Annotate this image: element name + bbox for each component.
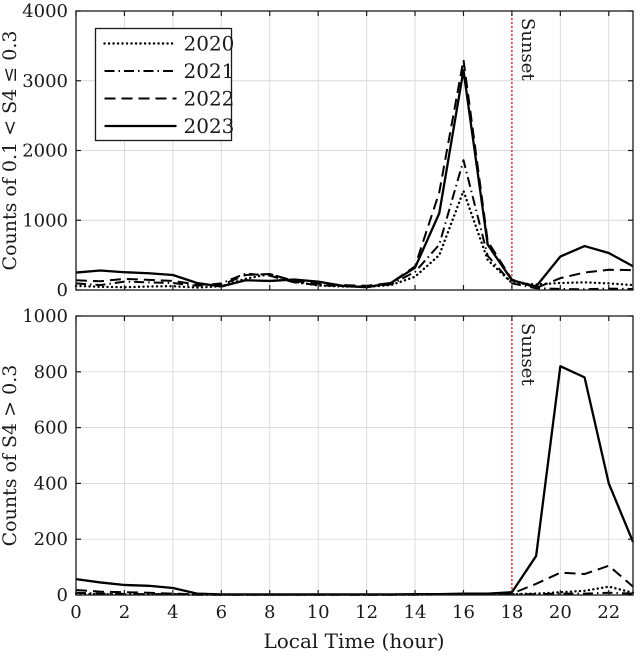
y-tick-label: 1000	[22, 210, 68, 231]
sunset-label-bottom: Sunset	[517, 323, 538, 386]
bottom-panel: 0 200 400 600 800 1000 0 2 4 6 8 10 12 14 16 18 20 22 Coun…	[0, 306, 635, 623]
y-tick-label: 2000	[22, 141, 68, 162]
x-tick-label: 12	[355, 602, 378, 623]
x-tick-label: 10	[307, 602, 330, 623]
bottom-panel-frame	[75, 315, 634, 596]
x-tick-label: 2	[119, 602, 130, 623]
sunset-label-top: Sunset	[517, 18, 538, 81]
y-tick-label: 0	[57, 585, 68, 606]
y-tick-label: 3000	[22, 71, 68, 92]
y-tick-label: 4000	[22, 1, 68, 22]
y-axis-label-top: Counts of 0.1 < S4 ≤ 0.3	[0, 31, 21, 271]
x-tick-label: 20	[549, 602, 572, 623]
y-tick-label: 400	[34, 473, 68, 494]
bottom-panel-background	[76, 316, 633, 595]
y-tick-label: 1000	[22, 306, 68, 327]
legend-label-2021: 2021	[184, 59, 235, 83]
x-tick-label: 14	[404, 602, 427, 623]
legend: 2020 2021 2022 2023	[94, 27, 235, 142]
x-tick-label: 22	[597, 602, 620, 623]
series-2020-top	[74, 189, 635, 289]
legend-box	[94, 27, 233, 142]
y-tick-label: 200	[34, 529, 68, 550]
series-2023-top	[75, 69, 634, 289]
y-tick-label: 600	[34, 418, 68, 439]
y-tick-label: 800	[34, 362, 68, 383]
x-tick-label: 16	[452, 602, 475, 623]
y-tick-label: 0	[57, 280, 68, 301]
x-tick-label: 18	[500, 602, 523, 623]
legend-label-2020: 2020	[184, 32, 235, 56]
x-tick-label: 8	[264, 602, 275, 623]
x-tick-label: 4	[167, 602, 178, 623]
x-axis-label: Local Time (hour)	[263, 629, 444, 653]
x-tick-label: 0	[70, 602, 81, 623]
y-axis-label-bottom: Counts of S4 > 0.3	[0, 365, 21, 547]
legend-label-2023: 2023	[184, 114, 235, 138]
x-tick-label: 6	[216, 602, 227, 623]
legend-label-2022: 2022	[184, 87, 235, 111]
